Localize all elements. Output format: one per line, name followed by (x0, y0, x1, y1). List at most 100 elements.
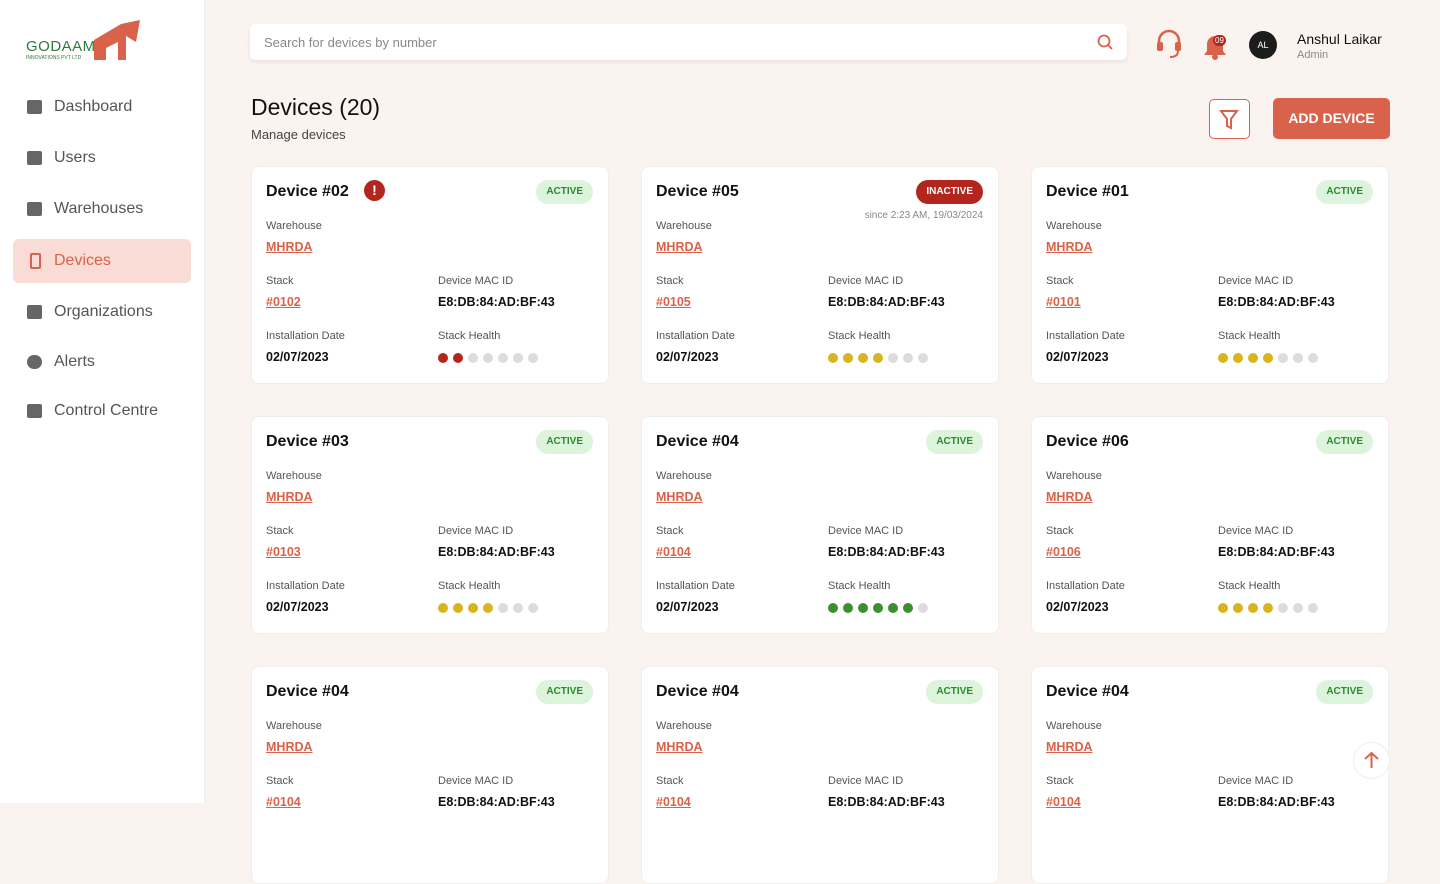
stack-value[interactable]: #0103 (266, 545, 301, 559)
stack-label: Stack (1046, 775, 1074, 787)
warehouse-value[interactable]: MHRDA (266, 490, 313, 504)
warehouse-label: Warehouse (266, 220, 322, 232)
nav-item[interactable]: Control Centre (13, 389, 191, 433)
warehouse-value[interactable]: MHRDA (656, 240, 703, 254)
health-dot (513, 603, 523, 613)
nav-item[interactable]: Devices (13, 239, 191, 283)
stack-label: Stack (266, 275, 294, 287)
nav-item[interactable]: Alerts (13, 340, 191, 384)
logo-mark (94, 20, 140, 60)
status-pill: ACTIVE (536, 680, 593, 704)
stack-label: Stack (656, 275, 684, 287)
device-name: Device #04 (656, 433, 739, 450)
mac-label: Device MAC ID (1218, 775, 1294, 787)
mac-label: Device MAC ID (438, 275, 514, 287)
filter-button[interactable] (1209, 99, 1250, 139)
health-dot (1248, 353, 1258, 363)
health-label: Stack Health (1218, 330, 1281, 342)
nav-label: Devices (54, 252, 111, 269)
installation-label: Installation Date (1046, 580, 1125, 592)
health-label: Stack Health (438, 580, 501, 592)
mac-value: E8:DB:84:AD:BF:43 (1218, 295, 1335, 309)
user-name: Anshul Laikar (1297, 31, 1382, 47)
stack-value[interactable]: #0101 (1046, 295, 1081, 309)
installation-label: Installation Date (656, 330, 735, 342)
stack-value[interactable]: #0102 (266, 295, 301, 309)
health-dot (1308, 603, 1318, 613)
mac-label: Device MAC ID (438, 525, 514, 537)
device-name: Device #06 (1046, 433, 1129, 450)
device-card[interactable]: Device #06 ACTIVE Warehouse MHRDA Stack #0106… (1031, 416, 1389, 634)
search-icon[interactable] (1097, 34, 1113, 50)
health-dot (903, 603, 913, 613)
search-box[interactable]: Search for devices by number (250, 24, 1127, 60)
scroll-top-button[interactable] (1353, 742, 1390, 779)
nav-item[interactable]: Organizations (13, 290, 191, 334)
stack-value[interactable]: #0105 (656, 295, 691, 309)
installation-value: 02/07/2023 (266, 600, 329, 614)
nav-icon (27, 100, 42, 114)
device-card[interactable]: Device #04 ACTIVE Warehouse MHRDA Stack #0104… (251, 666, 609, 884)
device-card[interactable]: Device #03 ACTIVE Warehouse MHRDA Stack #0103… (251, 416, 609, 634)
stack-value[interactable]: #0104 (266, 795, 301, 809)
alert-icon[interactable]: ! (364, 180, 385, 201)
health-dot (843, 353, 853, 363)
add-device-button[interactable]: ADD DEVICE (1273, 98, 1390, 139)
mac-value: E8:DB:84:AD:BF:43 (828, 295, 945, 309)
device-name: Device #03 (266, 433, 349, 450)
status-pill: ACTIVE (926, 680, 983, 704)
stack-value[interactable]: #0104 (656, 545, 691, 559)
page-subtitle: Manage devices (251, 127, 346, 142)
health-dot (1218, 603, 1228, 613)
installation-label: Installation Date (1046, 330, 1125, 342)
health-dot (888, 353, 898, 363)
mac-label: Device MAC ID (1218, 525, 1294, 537)
nav-label: Alerts (54, 353, 95, 370)
health-dot (453, 603, 463, 613)
notification-count: 09 (1213, 35, 1226, 46)
nav-item[interactable]: Warehouses (13, 187, 191, 231)
nav-label: Control Centre (54, 402, 159, 419)
mac-value: E8:DB:84:AD:BF:43 (438, 795, 555, 809)
device-card[interactable]: Device #04 ACTIVE Warehouse MHRDA Stack #0104… (641, 666, 999, 884)
health-dot (828, 353, 838, 363)
nav-icon (30, 253, 41, 269)
warehouse-label: Warehouse (1046, 220, 1102, 232)
warehouse-value[interactable]: MHRDA (656, 740, 703, 754)
warehouse-label: Warehouse (656, 470, 712, 482)
device-card[interactable]: Device #02! ACTIVE Warehouse MHRDA Stack #010… (251, 166, 609, 384)
stack-value[interactable]: #0106 (1046, 545, 1081, 559)
device-card[interactable]: Device #04 ACTIVE Warehouse MHRDA Stack #0104… (641, 416, 999, 634)
installation-value: 02/07/2023 (266, 350, 329, 364)
nav-item[interactable]: Dashboard (13, 85, 191, 129)
warehouse-value[interactable]: MHRDA (266, 240, 313, 254)
warehouse-value[interactable]: MHRDA (1046, 740, 1093, 754)
page: GODAAM INNOVATIONS PVT LTD Dashboard User… (0, 0, 1390, 884)
stack-value[interactable]: #0104 (1046, 795, 1081, 809)
device-card[interactable]: Device #04 ACTIVE Warehouse MHRDA Stack #0104… (1031, 666, 1389, 884)
warehouse-value[interactable]: MHRDA (656, 490, 703, 504)
mac-value: E8:DB:84:AD:BF:43 (438, 295, 555, 309)
support-icon[interactable] (1155, 28, 1183, 60)
avatar[interactable]: AL (1249, 31, 1277, 59)
status-pill: ACTIVE (1316, 430, 1373, 454)
logo[interactable]: GODAAM INNOVATIONS PVT LTD (26, 20, 141, 67)
health-label: Stack Health (828, 330, 891, 342)
stack-label: Stack (656, 525, 684, 537)
warehouse-value[interactable]: MHRDA (266, 740, 313, 754)
device-card[interactable]: Device #05 INACTIVE since 2:23 AM, 19/03/2… (641, 166, 999, 384)
notification-bell[interactable]: 09 (1200, 30, 1230, 60)
health-dot (1278, 353, 1288, 363)
stack-label: Stack (266, 525, 294, 537)
health-label: Stack Health (438, 330, 501, 342)
warehouse-value[interactable]: MHRDA (1046, 490, 1093, 504)
device-card[interactable]: Device #01 ACTIVE Warehouse MHRDA Stack #0101… (1031, 166, 1389, 384)
device-name: Device #04 (266, 683, 349, 700)
health-dot (483, 603, 493, 613)
health-dot (513, 353, 523, 363)
health-dot (828, 603, 838, 613)
stack-value[interactable]: #0104 (656, 795, 691, 809)
nav-item[interactable]: Users (13, 136, 191, 180)
mac-label: Device MAC ID (828, 525, 904, 537)
warehouse-value[interactable]: MHRDA (1046, 240, 1093, 254)
